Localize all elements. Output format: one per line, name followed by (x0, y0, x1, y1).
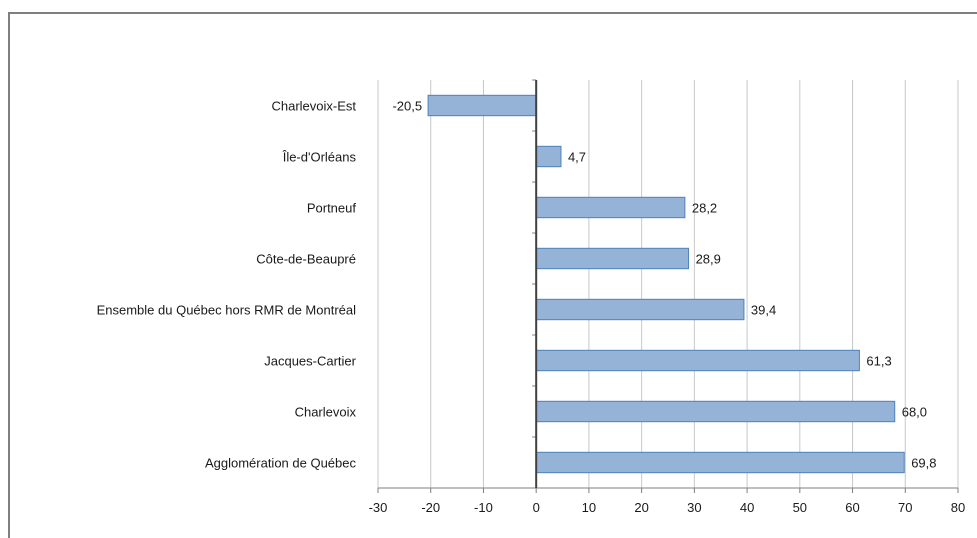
bar (535, 196, 686, 219)
bar (535, 298, 745, 321)
bar (535, 247, 690, 270)
bars (427, 94, 905, 474)
bar (535, 400, 896, 423)
category-label: Charlevoix (295, 405, 357, 420)
grid-lines (377, 80, 959, 488)
x-tick-label: 30 (687, 500, 701, 515)
data-label: 61,3 (866, 354, 891, 369)
x-tick-label: 20 (634, 500, 648, 515)
x-tick-label: 0 (533, 500, 540, 515)
x-tick-label: 60 (845, 500, 859, 515)
category-label: Île-d'Orléans (282, 150, 357, 165)
data-label: -20,5 (392, 99, 422, 114)
data-label: 28,9 (696, 252, 721, 267)
x-tick-label: -20 (421, 500, 440, 515)
data-label: 4,7 (568, 150, 586, 165)
category-label: Ensemble du Québec hors RMR de Montréal (97, 303, 357, 318)
data-label: 28,2 (692, 201, 717, 216)
category-label: Portneuf (307, 201, 357, 216)
chart-frame (8, 12, 977, 538)
x-tick-label: 50 (793, 500, 807, 515)
x-tick-label: -30 (369, 500, 388, 515)
data-label: 68,0 (902, 405, 927, 420)
x-tick-label: 40 (740, 500, 754, 515)
category-label: Jacques-Cartier (264, 354, 356, 369)
bar (535, 451, 905, 474)
x-tick-label: 70 (898, 500, 912, 515)
data-label: 39,4 (751, 303, 776, 318)
bar (535, 145, 562, 168)
category-label: Charlevoix-Est (271, 99, 356, 114)
category-label: Agglomération de Québec (205, 456, 357, 471)
axes (377, 79, 959, 493)
labels: -30 -20 -10 0 10 20 30 40 50 60 70 80 Charlevoix-Est… (97, 99, 966, 516)
bar (427, 94, 537, 117)
x-tick-label: 80 (951, 500, 965, 515)
bar (535, 349, 860, 372)
data-label: 69,8 (911, 456, 936, 471)
x-tick-label: -10 (474, 500, 493, 515)
x-tick-label: 10 (582, 500, 596, 515)
category-label: Côte-de-Beaupré (256, 252, 356, 267)
